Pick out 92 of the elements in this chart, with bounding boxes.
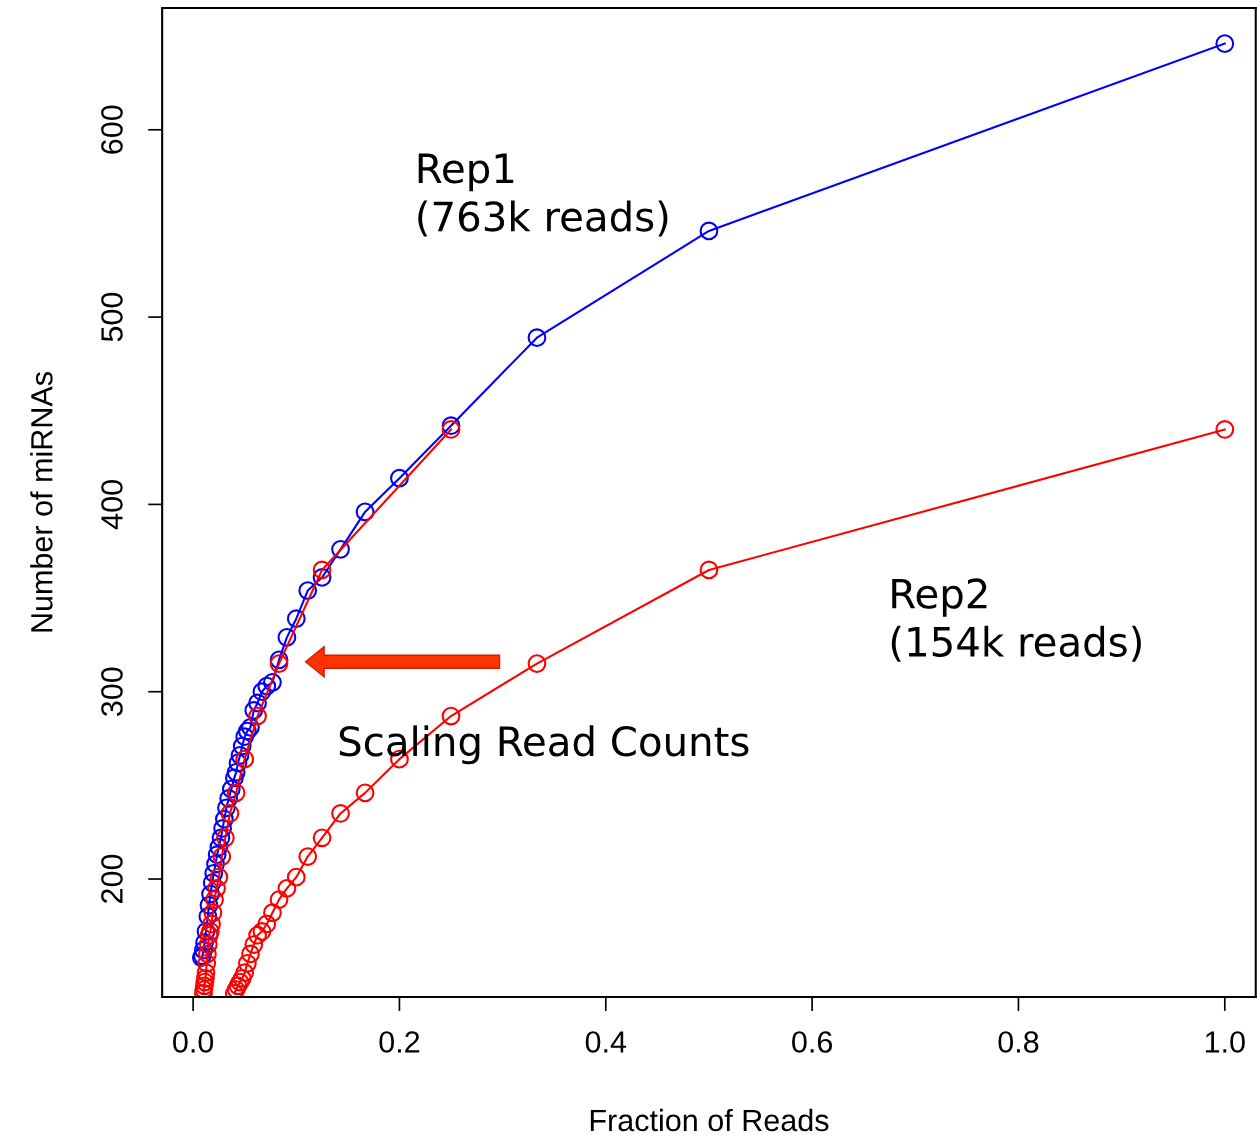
point	[355, 783, 375, 803]
point	[699, 221, 719, 241]
series-label: Rep1 (763k reads)	[418, 153, 668, 237]
point	[277, 628, 297, 647]
point	[207, 879, 226, 898]
point	[196, 922, 216, 941]
point	[1215, 420, 1235, 439]
point	[257, 914, 277, 934]
point	[198, 935, 218, 954]
point	[331, 539, 350, 559]
point	[225, 768, 244, 788]
point	[205, 890, 224, 910]
point	[211, 828, 231, 848]
point	[217, 798, 236, 818]
point	[206, 854, 225, 874]
point	[235, 749, 255, 769]
point	[226, 762, 246, 782]
point	[1215, 34, 1235, 53]
point	[199, 895, 219, 915]
point	[209, 867, 229, 887]
x-tick-label: 1.0	[1205, 1031, 1245, 1053]
point	[197, 953, 217, 973]
point	[213, 819, 232, 838]
y-tick-label: 300	[101, 667, 123, 717]
point	[331, 804, 350, 823]
point	[221, 779, 241, 799]
point	[252, 922, 272, 941]
point	[196, 968, 215, 988]
x-tick-label: 0.4	[585, 1031, 627, 1053]
point	[196, 963, 216, 983]
point	[252, 682, 272, 702]
point	[263, 903, 282, 923]
x-axis-title: Fraction of Reads	[590, 1108, 829, 1132]
point	[244, 701, 264, 720]
point	[355, 502, 375, 522]
point	[263, 672, 282, 692]
point	[235, 727, 255, 747]
point	[219, 789, 239, 808]
point	[527, 328, 547, 348]
point	[202, 873, 222, 893]
point	[248, 925, 267, 945]
point	[212, 847, 232, 866]
point	[226, 783, 246, 803]
point	[238, 953, 257, 973]
y-tick-label: 600	[101, 105, 123, 154]
point	[235, 963, 255, 983]
point	[277, 879, 297, 898]
point	[220, 804, 240, 823]
y-tick-label: 200	[101, 854, 123, 903]
point	[699, 560, 719, 580]
point	[248, 693, 267, 713]
point	[527, 654, 547, 673]
y-tick-label: 500	[101, 292, 123, 342]
x-tick-label: 0.6	[792, 1031, 833, 1053]
point	[200, 922, 220, 941]
point	[216, 828, 235, 848]
point	[194, 940, 213, 960]
point	[312, 568, 332, 587]
x-tick-label: 0.2	[379, 1031, 420, 1053]
point	[298, 847, 318, 866]
point	[228, 753, 248, 773]
point	[286, 867, 306, 887]
point	[390, 468, 409, 488]
point	[214, 809, 234, 829]
point	[241, 944, 260, 964]
point	[204, 864, 224, 883]
point	[230, 746, 250, 765]
point	[257, 676, 277, 696]
point	[199, 925, 219, 945]
point	[312, 828, 332, 848]
point	[202, 914, 221, 934]
y-axis-title: Number of miRNAs	[30, 372, 53, 632]
point	[298, 581, 318, 600]
point	[232, 736, 252, 756]
point	[198, 907, 218, 926]
x-tick-label: 0.8	[998, 1031, 1039, 1053]
point	[244, 935, 264, 954]
point	[241, 717, 260, 737]
point	[209, 837, 229, 857]
point	[207, 845, 227, 865]
x-tick-label: 0.0	[173, 1031, 214, 1053]
point	[441, 706, 461, 726]
series-label: Rep2 (154k reads)	[891, 578, 1141, 662]
point	[286, 609, 306, 629]
point	[238, 721, 257, 741]
y-tick-label: 400	[101, 480, 123, 530]
point	[198, 944, 217, 964]
point	[248, 706, 267, 726]
point	[201, 884, 220, 904]
point	[269, 890, 289, 910]
point	[203, 903, 223, 923]
point	[312, 560, 332, 580]
